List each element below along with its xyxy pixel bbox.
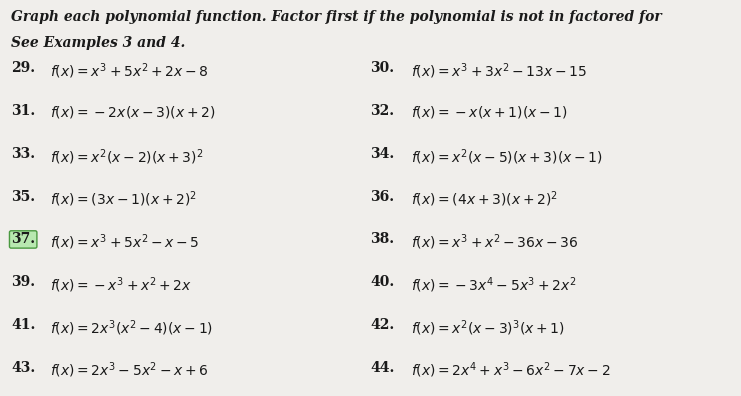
Text: $f(x) = (3x-1)(x+2)^2$: $f(x) = (3x-1)(x+2)^2$ (50, 190, 197, 209)
Text: 29.: 29. (11, 61, 36, 75)
Text: $f(x) = x^3 + 3x^2 - 13x - 15$: $f(x) = x^3 + 3x^2 - 13x - 15$ (411, 61, 588, 81)
Text: $f(x) = 2x^3 - 5x^2 - x + 6$: $f(x) = 2x^3 - 5x^2 - x + 6$ (50, 361, 209, 380)
Text: $f(x) = -x(x+1)(x-1)$: $f(x) = -x(x+1)(x-1)$ (411, 104, 568, 120)
Text: $f(x) = -x^3 + x^2 + 2x$: $f(x) = -x^3 + x^2 + 2x$ (50, 275, 193, 295)
Text: See Examples 3 and 4.: See Examples 3 and 4. (11, 36, 185, 50)
Text: 39.: 39. (11, 275, 36, 289)
Text: $f(x) = -2x(x-3)(x+2)$: $f(x) = -2x(x-3)(x+2)$ (50, 104, 216, 120)
Text: 34.: 34. (370, 147, 395, 161)
Text: 36.: 36. (370, 190, 395, 204)
Text: $f(x) = x^3 + 5x^2 + 2x - 8$: $f(x) = x^3 + 5x^2 + 2x - 8$ (50, 61, 209, 81)
Text: $f(x) = (4x+3)(x+2)^2$: $f(x) = (4x+3)(x+2)^2$ (411, 190, 558, 209)
Text: $f(x) = x^2(x-3)^3(x+1)$: $f(x) = x^2(x-3)^3(x+1)$ (411, 318, 565, 337)
Text: 35.: 35. (11, 190, 36, 204)
Text: $f(x) = x^2(x-5)(x+3)(x-1)$: $f(x) = x^2(x-5)(x+3)(x-1)$ (411, 147, 603, 166)
Text: $f(x) = x^2(x-2)(x+3)^2$: $f(x) = x^2(x-2)(x+3)^2$ (50, 147, 204, 166)
Text: 33.: 33. (11, 147, 36, 161)
Text: $f(x) = -3x^4 - 5x^3 + 2x^2$: $f(x) = -3x^4 - 5x^3 + 2x^2$ (411, 275, 576, 295)
Text: Graph each polynomial function. Factor first if the polynomial is not in factore: Graph each polynomial function. Factor f… (11, 10, 662, 24)
Text: $f(x) = 2x^3(x^2-4)(x-1)$: $f(x) = 2x^3(x^2-4)(x-1)$ (50, 318, 213, 337)
Text: 40.: 40. (370, 275, 395, 289)
Text: 37.: 37. (11, 232, 36, 246)
Text: $f(x) = x^3 + x^2 - 36x - 36$: $f(x) = x^3 + x^2 - 36x - 36$ (411, 232, 579, 252)
Text: 44.: 44. (370, 361, 395, 375)
Text: 41.: 41. (11, 318, 36, 332)
Text: 32.: 32. (370, 104, 395, 118)
Text: 38.: 38. (370, 232, 395, 246)
Text: 30.: 30. (370, 61, 395, 75)
Text: 42.: 42. (370, 318, 395, 332)
Text: $f(x) = x^3 + 5x^2 - x - 5$: $f(x) = x^3 + 5x^2 - x - 5$ (50, 232, 200, 252)
Text: 43.: 43. (11, 361, 36, 375)
Text: $f(x) = 2x^4 + x^3 - 6x^2 - 7x - 2$: $f(x) = 2x^4 + x^3 - 6x^2 - 7x - 2$ (411, 361, 611, 380)
Text: 31.: 31. (11, 104, 36, 118)
